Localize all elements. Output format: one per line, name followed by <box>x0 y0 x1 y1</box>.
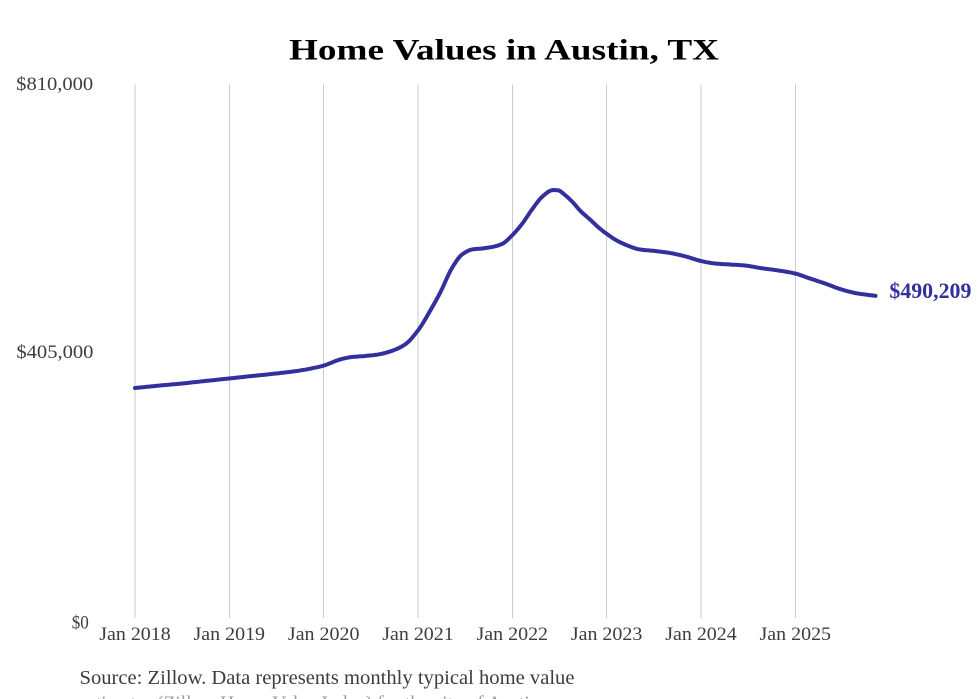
svg-text:Source: Zillow. Data represent: Source: Zillow. Data represents monthly … <box>80 667 575 689</box>
svg-text:$405,000: $405,000 <box>16 343 93 363</box>
svg-text:Jan 2023: Jan 2023 <box>571 625 643 645</box>
svg-text:Jan 2020: Jan 2020 <box>288 625 360 645</box>
svg-text:Jan 2019: Jan 2019 <box>194 625 266 645</box>
svg-text:$810,000: $810,000 <box>16 75 93 95</box>
svg-text:Jan 2018: Jan 2018 <box>99 625 171 645</box>
svg-text:Jan 2022: Jan 2022 <box>477 625 549 645</box>
svg-text:Jan 2025: Jan 2025 <box>760 625 832 645</box>
svg-text:estimates (Zillow Home Value I: estimates (Zillow Home Value Index) for … <box>80 693 540 699</box>
svg-text:Jan 2024: Jan 2024 <box>665 625 737 645</box>
svg-text:Home Values in Austin, TX: Home Values in Austin, TX <box>289 33 719 66</box>
svg-text:Jan 2021: Jan 2021 <box>382 625 454 645</box>
svg-text:$0: $0 <box>72 614 89 634</box>
svg-text:$490,209: $490,209 <box>889 279 971 303</box>
